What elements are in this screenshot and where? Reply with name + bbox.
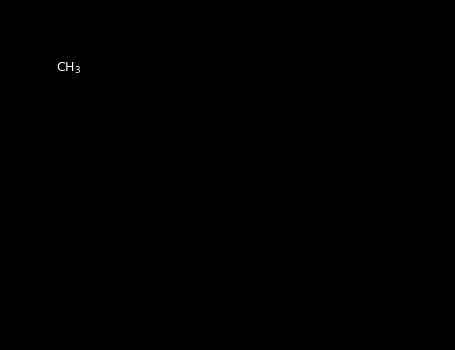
Text: CH$_3$: CH$_3$ [56,61,81,76]
